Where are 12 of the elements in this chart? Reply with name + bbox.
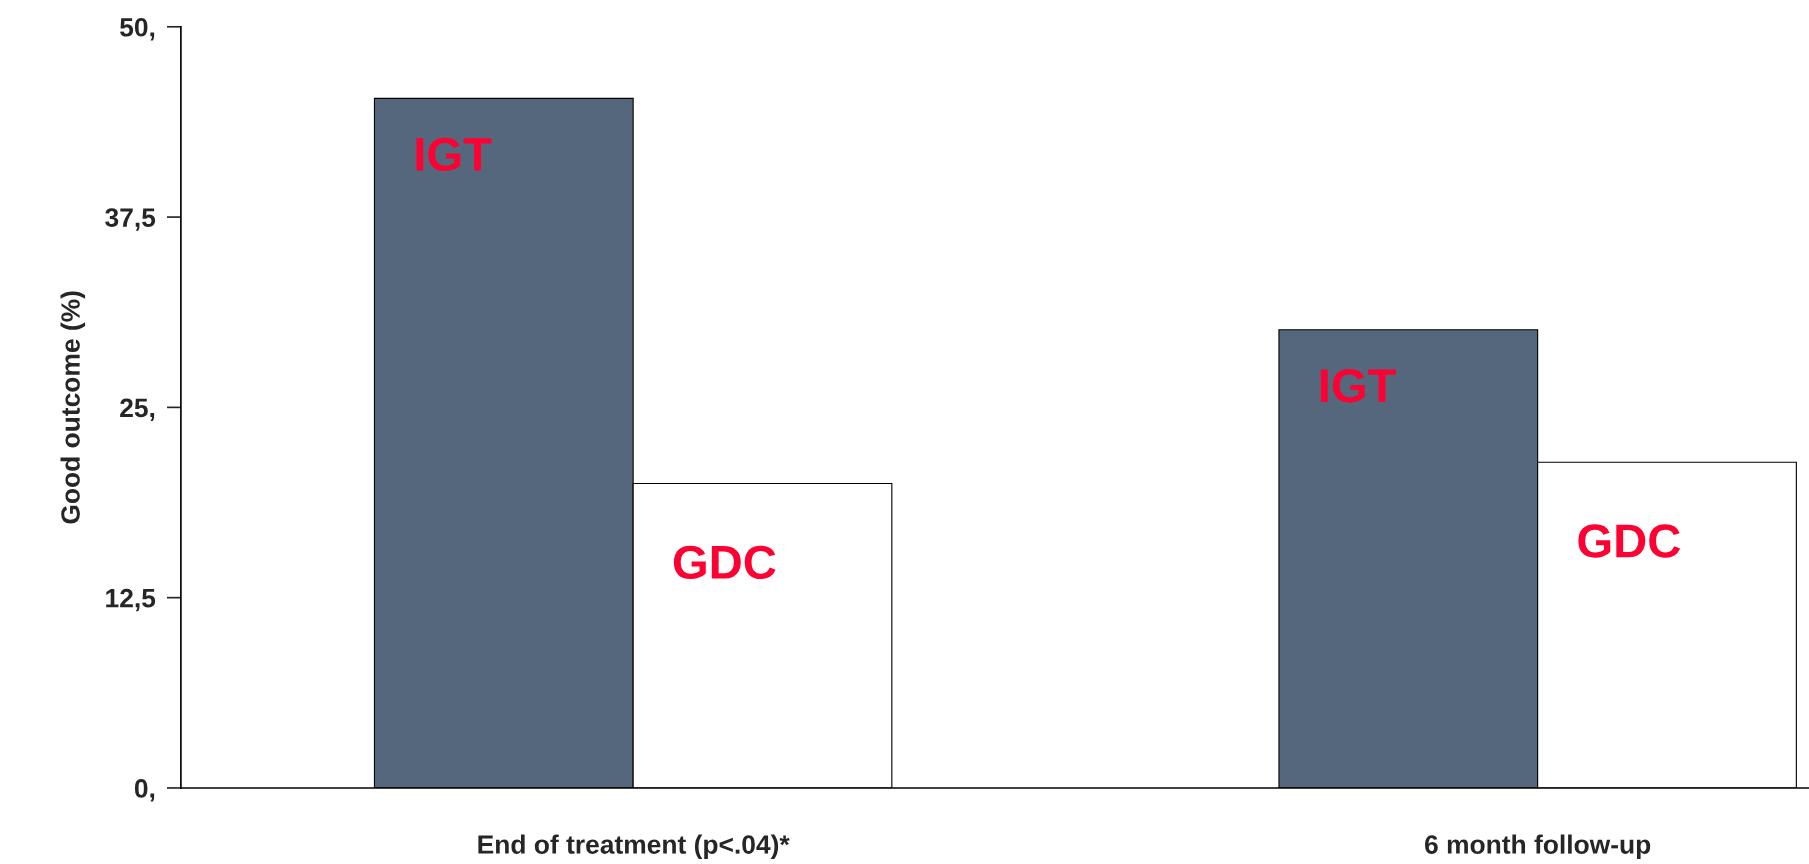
text: IGT: [1320, 369, 1396, 403]
series-label: GDC: [673, 545, 776, 580]
y-tick-label: 25,: [120, 398, 155, 422]
y-tick-label: 0,: [134, 779, 155, 802]
x-tick-label: End of treatment (p<.04)*: [478, 834, 790, 860]
y-tick-label: 37,5: [105, 208, 156, 231]
y-tick-label: 50,: [120, 17, 155, 41]
text: GDC: [1578, 524, 1681, 558]
x-tick-label: 6 month follow-up: [1425, 834, 1651, 860]
y-axis-title: Good outcome (%): [60, 291, 86, 524]
series-label: IGT: [416, 137, 492, 172]
y-tick-label: 12,5: [106, 588, 156, 612]
